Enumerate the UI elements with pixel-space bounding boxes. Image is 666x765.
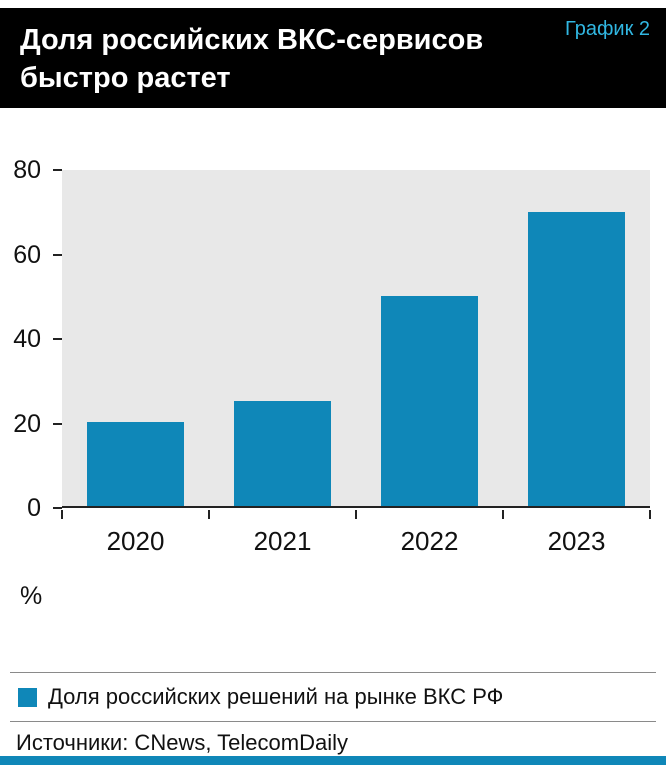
y-tick-mark <box>53 507 62 509</box>
x-axis-labels: 2020 2021 2022 2023 <box>62 526 650 557</box>
x-tick-label: 2021 <box>253 526 312 556</box>
y-tick-mark <box>53 338 62 340</box>
chart-title: Доля российских ВКС-сервисов быстро раст… <box>20 21 646 98</box>
y-tick-mark <box>53 422 62 425</box>
x-tick-label: 2020 <box>106 526 165 556</box>
sources-line: Источники: CNews, TelecomDaily <box>16 730 348 755</box>
x-tick-label: 2023 <box>547 526 606 556</box>
bar-2022 <box>381 296 478 506</box>
y-tick-label: 60 <box>13 240 41 269</box>
plot-area <box>62 170 650 508</box>
x-tick-mark <box>208 510 210 519</box>
bar-2020 <box>87 422 184 506</box>
x-tick-mark <box>61 510 63 519</box>
bottom-accent-strip <box>0 756 666 765</box>
y-tick-mark <box>53 253 62 256</box>
bar-2023 <box>528 212 625 506</box>
x-tick-mark <box>355 510 357 519</box>
divider-top <box>10 672 656 673</box>
bar-2021 <box>234 401 331 506</box>
y-tick-label: 0 <box>27 494 41 522</box>
chart-title-line2: быстро растет <box>20 62 231 95</box>
legend-label: Доля российских решений на рынке ВКС РФ <box>48 684 504 709</box>
y-axis-unit-label: % <box>20 582 43 610</box>
chart-number-tag: График 2 <box>564 18 650 40</box>
y-tick-label: 20 <box>13 409 41 438</box>
x-tick-mark <box>502 510 504 519</box>
divider-bottom <box>10 721 656 722</box>
x-axis-ticks <box>61 510 651 519</box>
x-tick-label: 2022 <box>400 526 459 556</box>
y-tick-mark <box>53 169 62 171</box>
legend: Доля российских решений на рынке ВКС РФ <box>18 684 503 710</box>
y-tick-label: 80 <box>13 156 41 184</box>
chart-title-line1: Доля российских ВКС-сервисов <box>20 24 484 56</box>
chart-header: Доля российских ВКС-сервисов быстро раст… <box>0 8 666 108</box>
x-tick-mark <box>649 510 651 519</box>
y-axis: 0 20 40 60 80 <box>0 156 62 522</box>
y-tick-label: 40 <box>13 325 41 353</box>
legend-swatch <box>18 687 37 707</box>
